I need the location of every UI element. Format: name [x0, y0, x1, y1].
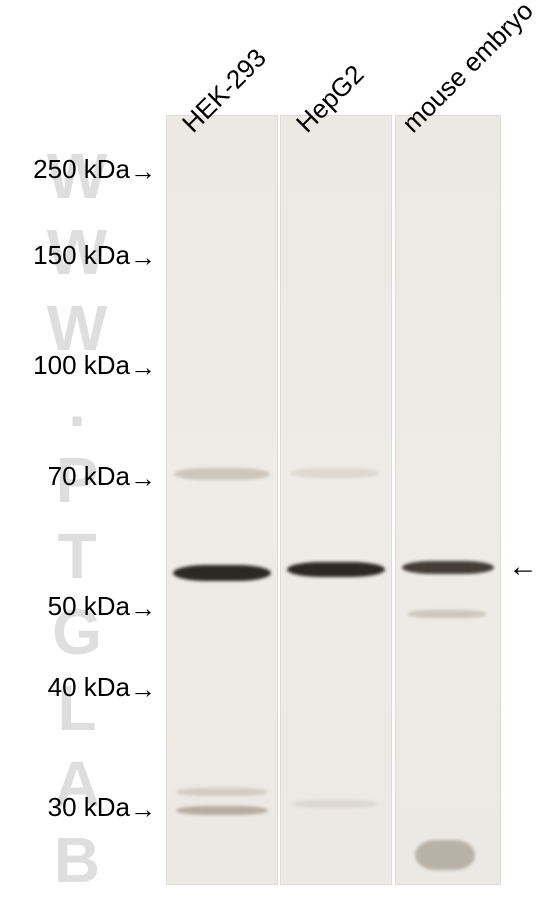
band: [174, 468, 270, 480]
band: [402, 561, 494, 574]
marker-text: 150 kDa: [33, 240, 130, 270]
band: [415, 840, 475, 870]
band: [173, 565, 271, 581]
marker-arrow-icon: →: [130, 352, 156, 383]
band: [292, 800, 378, 808]
band: [176, 806, 268, 815]
band: [176, 788, 268, 796]
western-blot-figure: WWW.PTGLAB.COM HEK-293 HepG2 mouse embry…: [0, 0, 540, 903]
marker-50kda: 50 kDa→: [48, 591, 156, 624]
band: [290, 468, 380, 478]
marker-arrow-icon: →: [130, 463, 156, 494]
band: [287, 562, 385, 577]
marker-text: 100 kDa: [33, 350, 130, 380]
marker-arrow-icon: →: [130, 242, 156, 273]
marker-150kda: 150 kDa→: [33, 240, 156, 273]
marker-arrow-icon: →: [130, 593, 156, 624]
marker-30kda: 30 kDa→: [48, 792, 156, 825]
marker-70kda: 70 kDa→: [48, 461, 156, 494]
marker-text: 50 kDa: [48, 591, 130, 621]
marker-text: 40 kDa: [48, 672, 130, 702]
marker-40kda: 40 kDa→: [48, 672, 156, 705]
band: [407, 610, 487, 618]
marker-arrow-icon: →: [130, 156, 156, 187]
marker-text: 30 kDa: [48, 792, 130, 822]
lane-bg-1: [166, 115, 278, 885]
marker-arrow-icon: →: [130, 674, 156, 705]
marker-arrow-icon: →: [130, 794, 156, 825]
marker-text: 70 kDa: [48, 461, 130, 491]
marker-250kda: 250 kDa→: [33, 154, 156, 187]
target-band-arrow-icon: ←: [508, 550, 538, 584]
lane-bg-3: [395, 115, 501, 885]
lane-bg-2: [280, 115, 392, 885]
marker-text: 250 kDa: [33, 154, 130, 184]
marker-100kda: 100 kDa→: [33, 350, 156, 383]
